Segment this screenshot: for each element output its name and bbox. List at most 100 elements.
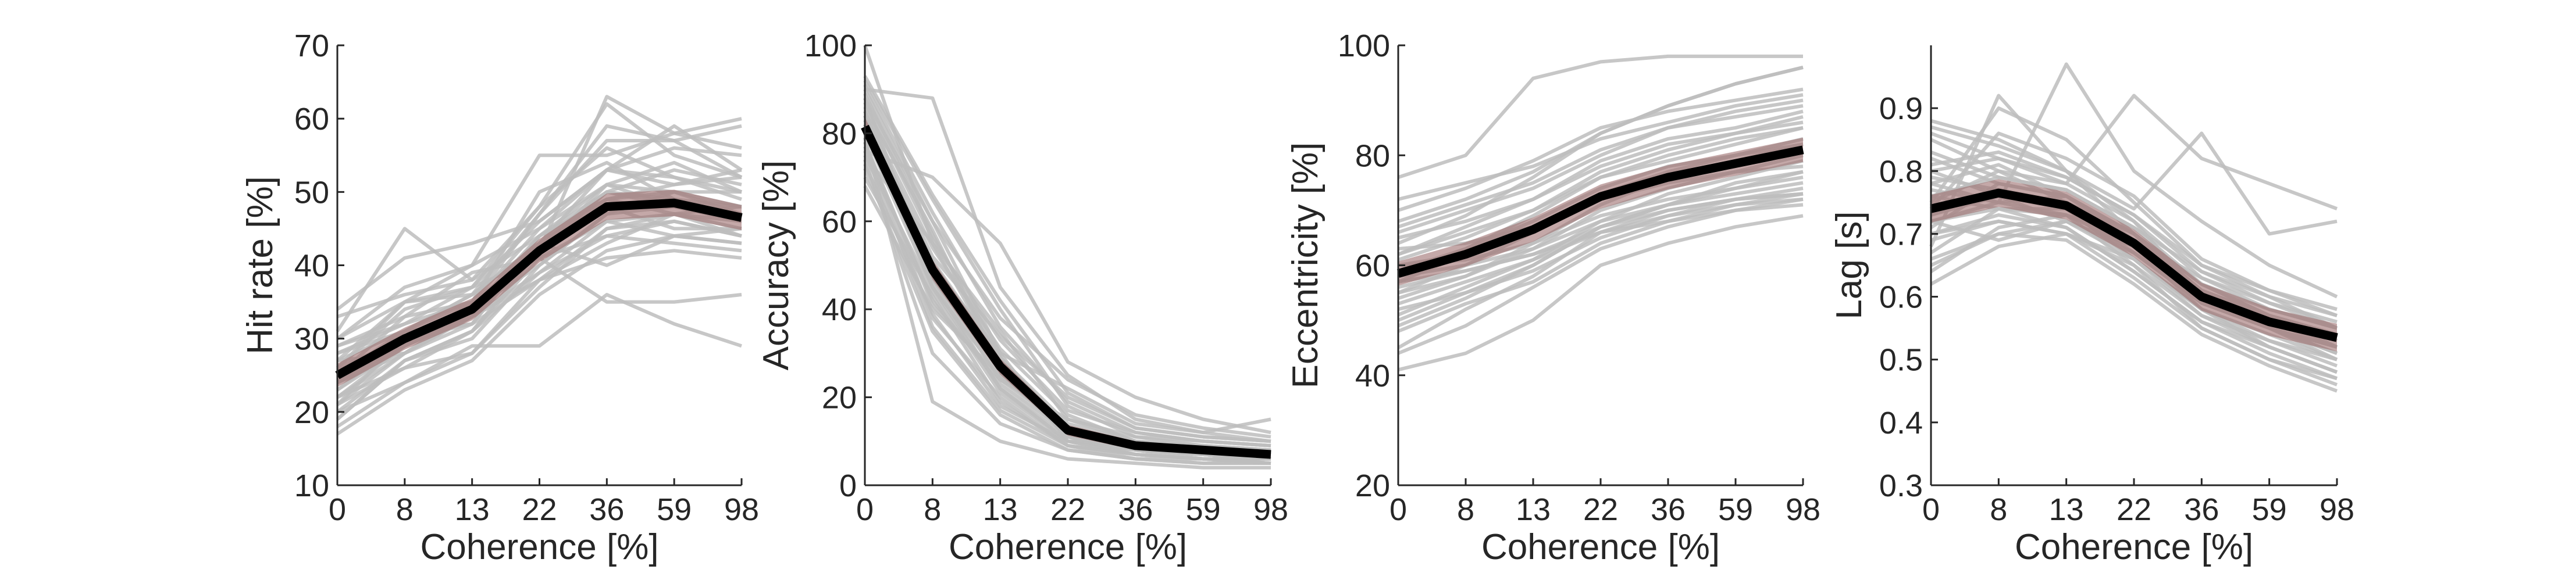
subject-line <box>863 150 1271 465</box>
y-tick-label: 0.6 <box>1879 280 1923 315</box>
y-tick-label: 0.8 <box>1879 154 1923 189</box>
subject-line <box>1397 170 1804 328</box>
subject-line <box>1398 203 1804 284</box>
y-tick-label: 70 <box>294 28 329 63</box>
y-tick-label: 100 <box>1338 28 1390 63</box>
subject-line <box>1930 219 2338 386</box>
subject-line <box>1398 87 1804 212</box>
y-tick-label: 0.9 <box>1879 91 1923 126</box>
x-axis-label: Coherence [%] <box>2015 527 2253 567</box>
x-tick-label: 8 <box>924 492 941 527</box>
subject-line <box>1397 159 1804 317</box>
x-tick-label: 59 <box>657 492 692 527</box>
y-tick-label: 50 <box>294 175 329 210</box>
x-tick-label: 8 <box>1457 492 1474 527</box>
y-tick-label: 80 <box>1355 138 1390 173</box>
y-axis-label: Eccentricity [%] <box>1285 142 1326 389</box>
x-tick-label: 36 <box>2184 492 2219 527</box>
mean-line <box>861 124 1271 459</box>
subject-line <box>336 117 742 370</box>
x-tick-label: 8 <box>396 492 414 527</box>
subject-line <box>1930 232 2338 393</box>
panel-1: 0 8 13 22 36 59 98 10 20 30 40 50 60 70 Coherence [%] H… <box>240 28 759 567</box>
y-axis-label: Accuracy [%] <box>756 160 796 371</box>
subject-line <box>1930 213 2338 368</box>
y-tick-label: 40 <box>822 292 857 327</box>
x-tick-label: 13 <box>455 492 490 527</box>
x-tick-label: 98 <box>1786 492 1820 527</box>
mean-line <box>1930 188 2338 342</box>
x-tick-label: 22 <box>1050 492 1085 527</box>
y-tick-label: 0 <box>839 468 857 503</box>
subject-line <box>336 102 742 332</box>
y-axis-label: Hit rate [%] <box>240 176 280 354</box>
x-tick-label: 22 <box>522 492 557 527</box>
subject-line <box>1397 109 1804 256</box>
subject-line <box>1398 197 1804 311</box>
x-tick-label: 0 <box>329 492 346 527</box>
panel-3: 0 8 13 22 36 59 98 20 40 60 80 100 Coherence [%] Ecce… <box>1285 28 1820 567</box>
subject-line <box>1930 131 2338 311</box>
subject-line <box>863 97 1271 439</box>
subject-line <box>1930 150 2338 317</box>
subject-line <box>1398 115 1804 262</box>
panel-2: 0 8 13 22 36 59 98 0 20 40 60 80 100 Coherence [%] Acc… <box>756 28 1288 567</box>
subject-line <box>1398 93 1804 201</box>
x-tick-label: 36 <box>1651 492 1686 527</box>
subject-line <box>863 159 1271 465</box>
subject-lines <box>1397 54 1804 372</box>
x-tick-label: 59 <box>2252 492 2287 527</box>
y-tick-label: 100 <box>804 28 857 63</box>
subject-line <box>1398 104 1804 229</box>
subject-line <box>1397 65 1804 245</box>
x-tick-label: 0 <box>856 492 874 527</box>
mean-line <box>1396 145 1804 278</box>
x-tick-label: 22 <box>1583 492 1618 527</box>
subject-line <box>863 84 1271 447</box>
y-tick-label: 60 <box>822 205 857 239</box>
subject-line <box>863 75 1271 443</box>
y-tick-label: 20 <box>1355 468 1390 503</box>
x-axis-label: Coherence [%] <box>1481 527 1720 567</box>
y-tick-label: 0.7 <box>1879 217 1923 252</box>
x-tick-label: 22 <box>2117 492 2151 527</box>
x-tick-label: 98 <box>724 492 759 527</box>
x-tick-label: 98 <box>1253 492 1288 527</box>
x-axis-label: Coherence [%] <box>949 527 1187 567</box>
subject-line <box>863 137 1271 470</box>
y-tick-label: 0.4 <box>1879 406 1923 441</box>
subject-lines <box>1929 62 2338 393</box>
mean-line <box>335 198 743 379</box>
subject-line <box>336 293 742 414</box>
subject-line <box>1930 207 2338 374</box>
y-tick-label: 20 <box>294 395 329 430</box>
x-tick-label: 36 <box>589 492 624 527</box>
y-tick-label: 40 <box>1355 359 1390 393</box>
x-tick-label: 59 <box>1186 492 1221 527</box>
y-tick-label: 20 <box>822 381 857 416</box>
x-axis-label: Coherence [%] <box>420 527 658 567</box>
y-tick-label: 0.3 <box>1879 468 1923 503</box>
y-tick-label: 60 <box>294 102 329 137</box>
subject-line <box>1930 125 2338 236</box>
subject-line <box>1930 169 2338 330</box>
y-tick-label: 10 <box>294 468 329 503</box>
subject-lines <box>336 95 743 436</box>
subject-line <box>1398 54 1803 179</box>
y-tick-label: 80 <box>822 116 857 151</box>
x-tick-label: 13 <box>983 492 1018 527</box>
y-axis-label: Lag [s] <box>1829 211 1869 319</box>
subject-line <box>864 149 1271 435</box>
x-tick-label: 36 <box>1118 492 1153 527</box>
y-tick-label: 40 <box>294 249 329 284</box>
y-tick-label: 60 <box>1355 249 1390 284</box>
panel-4: 0 8 13 22 36 59 98 0.3 0.4 0.5 0.6 0.7 0.8 0.9 Coheren… <box>1829 45 2354 567</box>
x-tick-label: 13 <box>1516 492 1551 527</box>
y-tick-label: 0.5 <box>1879 343 1923 378</box>
y-tick-label: 30 <box>294 322 329 357</box>
x-tick-label: 13 <box>2049 492 2084 527</box>
x-tick-label: 59 <box>1718 492 1753 527</box>
x-tick-label: 0 <box>1389 492 1407 527</box>
subject-line <box>1398 98 1804 234</box>
